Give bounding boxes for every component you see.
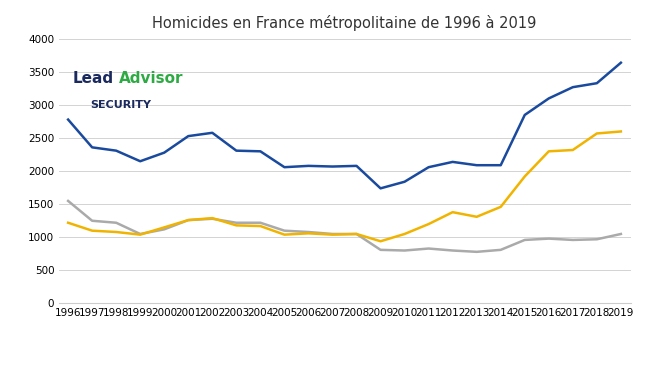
- Homicides: [617, 232, 625, 237]
- Homicides: [352, 232, 360, 237]
- Homicides: [233, 221, 240, 225]
- TOTAL: [569, 85, 577, 89]
- TOTAL: [305, 163, 313, 168]
- Homicides: [400, 248, 408, 253]
- Title: Homicides en France métropolitaine de 1996 à 2019: Homicides en France métropolitaine de 19…: [152, 15, 537, 31]
- Homicides: [329, 232, 337, 237]
- Homicides: [448, 248, 456, 253]
- Tentatives d'homicides: [424, 222, 432, 226]
- Tentatives d'homicides: [281, 232, 289, 237]
- TOTAL: [185, 134, 192, 138]
- Tentatives d'homicides: [185, 218, 192, 223]
- Tentatives d'homicides: [617, 129, 625, 134]
- Line: TOTAL: TOTAL: [68, 63, 621, 188]
- Tentatives d'homicides: [329, 232, 337, 237]
- Homicides: [424, 246, 432, 251]
- TOTAL: [329, 164, 337, 169]
- TOTAL: [545, 96, 552, 101]
- Tentatives d'homicides: [209, 216, 216, 221]
- TOTAL: [521, 113, 528, 117]
- TOTAL: [400, 179, 408, 184]
- Homicides: [112, 221, 120, 225]
- TOTAL: [233, 148, 240, 153]
- Homicides: [545, 236, 552, 241]
- Line: Homicides: Homicides: [68, 201, 621, 252]
- Homicides: [569, 238, 577, 242]
- Tentatives d'homicides: [376, 239, 384, 244]
- Tentatives d'homicides: [112, 230, 120, 234]
- Tentatives d'homicides: [497, 205, 504, 209]
- Tentatives d'homicides: [88, 228, 96, 233]
- Homicides: [88, 219, 96, 223]
- TOTAL: [376, 186, 384, 191]
- TOTAL: [112, 148, 120, 153]
- Tentatives d'homicides: [448, 210, 456, 214]
- Tentatives d'homicides: [64, 221, 72, 225]
- TOTAL: [593, 81, 601, 86]
- Homicides: [257, 221, 265, 225]
- TOTAL: [497, 163, 504, 168]
- Homicides: [521, 238, 528, 242]
- Tentatives d'homicides: [257, 224, 265, 228]
- Homicides: [376, 247, 384, 252]
- Homicides: [185, 218, 192, 223]
- TOTAL: [88, 145, 96, 150]
- Tentatives d'homicides: [569, 148, 577, 152]
- Homicides: [64, 198, 72, 203]
- TOTAL: [424, 165, 432, 170]
- Homicides: [161, 227, 168, 232]
- Homicides: [473, 249, 480, 254]
- Homicides: [593, 237, 601, 242]
- TOTAL: [352, 163, 360, 168]
- Legend: Homicides, Tentatives d'homicides, TOTAL: Homicides, Tentatives d'homicides, TOTAL: [135, 385, 554, 389]
- Tentatives d'homicides: [305, 231, 313, 236]
- Tentatives d'homicides: [233, 223, 240, 228]
- Tentatives d'homicides: [593, 131, 601, 136]
- Line: Tentatives d'homicides: Tentatives d'homicides: [68, 131, 621, 241]
- Homicides: [305, 230, 313, 234]
- Homicides: [136, 232, 144, 237]
- Text: Advisor: Advisor: [118, 71, 183, 86]
- TOTAL: [473, 163, 480, 168]
- Tentatives d'homicides: [473, 214, 480, 219]
- Tentatives d'homicides: [136, 232, 144, 237]
- Tentatives d'homicides: [161, 225, 168, 230]
- TOTAL: [257, 149, 265, 154]
- Text: SECURITY: SECURITY: [90, 100, 151, 110]
- TOTAL: [617, 60, 625, 65]
- Text: Lead: Lead: [73, 71, 114, 86]
- Tentatives d'homicides: [352, 232, 360, 237]
- TOTAL: [136, 159, 144, 164]
- Tentatives d'homicides: [521, 174, 528, 179]
- TOTAL: [161, 150, 168, 155]
- TOTAL: [448, 159, 456, 164]
- Homicides: [281, 228, 289, 233]
- Homicides: [209, 216, 216, 221]
- TOTAL: [209, 130, 216, 135]
- Tentatives d'homicides: [400, 232, 408, 237]
- TOTAL: [64, 117, 72, 122]
- TOTAL: [281, 165, 289, 170]
- Homicides: [497, 247, 504, 252]
- Tentatives d'homicides: [545, 149, 552, 154]
